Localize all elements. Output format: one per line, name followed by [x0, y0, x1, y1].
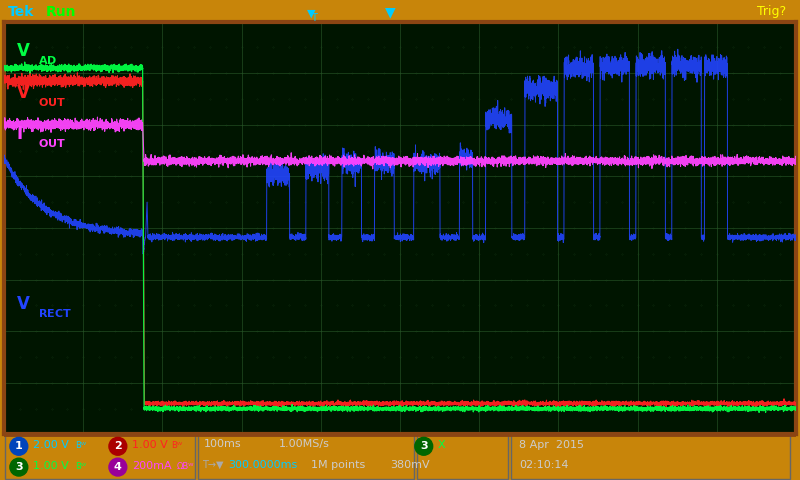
- Text: Run: Run: [46, 5, 76, 19]
- Text: Bᵂ: Bᵂ: [75, 462, 86, 470]
- Text: $\mathbf{RECT}$: $\mathbf{RECT}$: [38, 307, 72, 319]
- Text: 3: 3: [420, 441, 427, 451]
- Text: 1.00MS/s: 1.00MS/s: [279, 439, 330, 449]
- Text: T→▼: T→▼: [202, 460, 223, 470]
- Circle shape: [415, 437, 433, 455]
- Text: 3: 3: [15, 462, 22, 472]
- Text: 2: 2: [114, 441, 122, 451]
- Text: 300.0000ms: 300.0000ms: [228, 460, 297, 470]
- Circle shape: [109, 437, 126, 455]
- Text: T: T: [311, 13, 317, 24]
- Circle shape: [10, 458, 28, 476]
- Text: Trig?: Trig?: [757, 5, 786, 18]
- Text: 2.00 V: 2.00 V: [33, 440, 69, 450]
- Text: ΩBᵂ: ΩBᵂ: [176, 462, 194, 470]
- Text: $\mathbf{V}$: $\mathbf{V}$: [16, 42, 30, 60]
- Text: $\mathbf{AD}$: $\mathbf{AD}$: [38, 55, 58, 67]
- Text: 1.00 V: 1.00 V: [33, 461, 69, 471]
- Text: ▼: ▼: [306, 9, 315, 19]
- Text: 4: 4: [114, 462, 122, 472]
- Text: 1M points: 1M points: [311, 460, 365, 470]
- Text: $\mathbf{I}$: $\mathbf{I}$: [16, 125, 22, 143]
- Text: 02:10:14: 02:10:14: [518, 460, 568, 470]
- Text: $\mathbf{OUT}$: $\mathbf{OUT}$: [38, 96, 66, 108]
- Text: 380mV: 380mV: [390, 460, 430, 470]
- Text: 1.00 V: 1.00 V: [132, 440, 167, 450]
- Text: Tek: Tek: [8, 5, 34, 19]
- Circle shape: [109, 458, 126, 476]
- Text: X: X: [438, 440, 446, 450]
- Text: 1: 1: [15, 441, 22, 451]
- Text: 200mA: 200mA: [132, 461, 171, 471]
- Text: 8 Apr  2015: 8 Apr 2015: [518, 440, 584, 450]
- Text: Bᵂ: Bᵂ: [171, 441, 182, 450]
- Text: $\mathbf{V}$: $\mathbf{V}$: [16, 295, 30, 313]
- Circle shape: [10, 437, 28, 455]
- Text: Bᵂ: Bᵂ: [75, 441, 86, 450]
- Text: $\mathbf{OUT}$: $\mathbf{OUT}$: [38, 137, 66, 149]
- Text: ▼: ▼: [385, 5, 395, 19]
- Text: 100ms: 100ms: [204, 439, 242, 449]
- Text: $\mathbf{V}$: $\mathbf{V}$: [16, 84, 30, 102]
